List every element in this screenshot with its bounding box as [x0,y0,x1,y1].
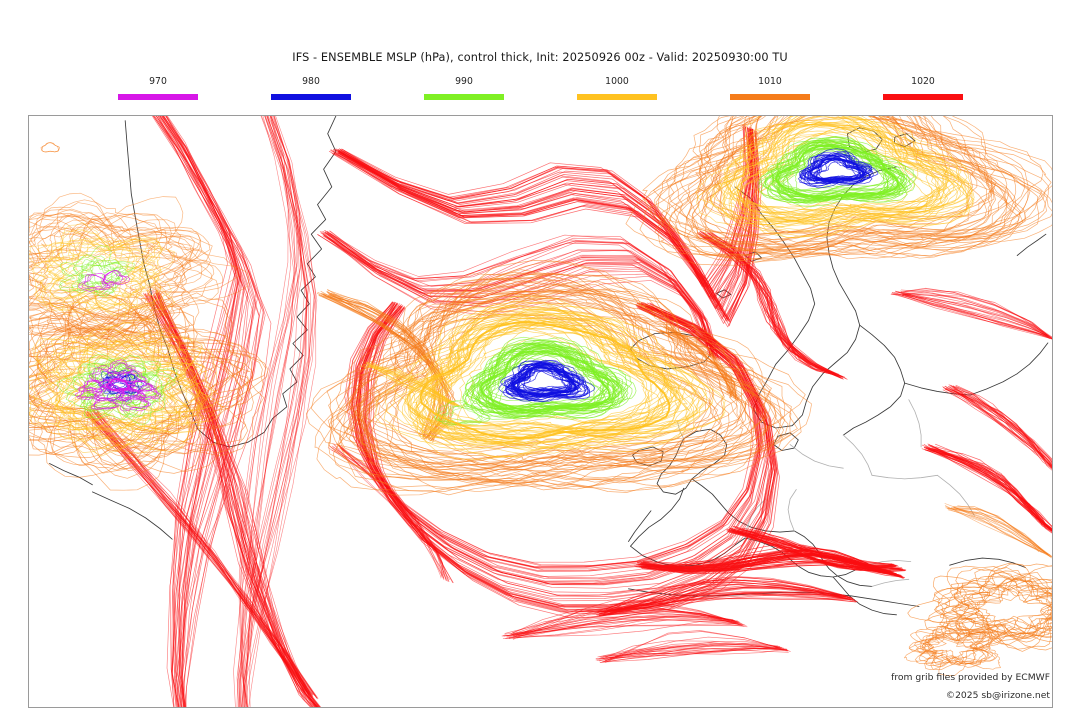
legend-entry-1020: 1020 [883,76,963,100]
legend-entry-1010: 1010 [730,76,810,100]
contour-bundle-1020 [82,116,1052,707]
pressure-legend: 970 980 990 1000 1010 1020 [0,76,1080,104]
legend-label-980: 980 [302,76,320,87]
legend-entry-1000: 1000 [577,76,657,100]
ensemble-contour-plot [29,116,1052,707]
legend-label-990: 990 [455,76,473,87]
legend-swatch-990 [424,94,504,100]
credit-owner: ©2025 sb@irizone.net [945,690,1050,701]
map-panel[interactable] [28,115,1053,708]
legend-swatch-1020 [883,94,963,100]
legend-label-1010: 1010 [758,76,782,87]
page-title: IFS - ENSEMBLE MSLP (hPa), control thick… [292,51,788,64]
legend-entry-990: 990 [424,76,504,100]
contour-bundle-980 [97,148,879,403]
legend-swatch-980 [271,94,351,100]
legend-swatch-1000 [577,94,657,100]
legend-label-970: 970 [149,76,167,87]
legend-swatch-1010 [730,94,810,100]
contour-bundle-1000 [29,116,975,460]
legend-entry-980: 980 [271,76,351,100]
contour-bundle-990 [57,136,917,426]
legend-label-1000: 1000 [605,76,629,87]
legend-swatch-970 [118,94,198,100]
control-run-contours [105,145,899,440]
legend-label-1020: 1020 [911,76,935,87]
legend-entry-970: 970 [118,76,198,100]
credit-source: from grib files provided by ECMWF [891,672,1050,683]
